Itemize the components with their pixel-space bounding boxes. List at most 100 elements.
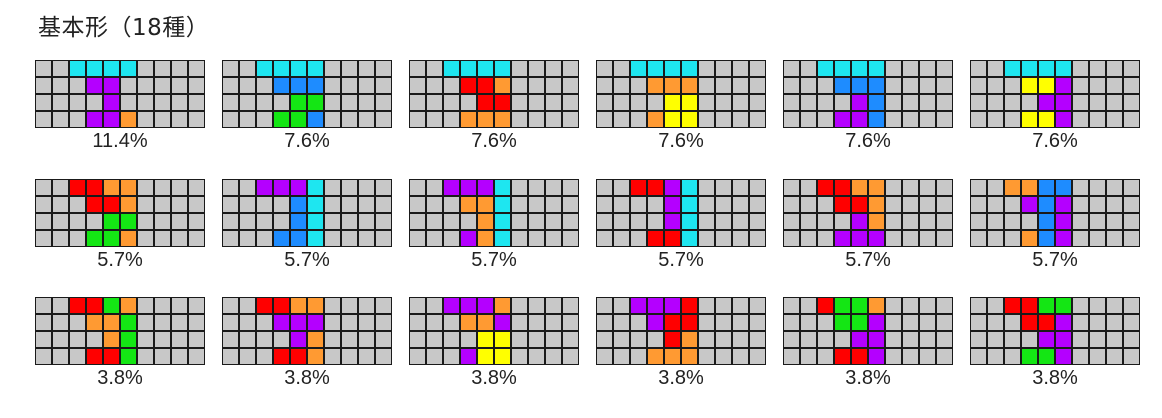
empty-cell [154,213,171,230]
empty-cell [426,179,443,196]
empty-cell [222,297,239,314]
empty-cell [239,213,256,230]
filled-cell [307,60,324,77]
percentage-label: 5.7% [845,249,891,271]
empty-cell [987,230,1004,247]
empty-cell [528,297,545,314]
filled-cell [290,348,307,365]
empty-cell [613,348,630,365]
empty-cell [358,60,375,77]
empty-cell [783,179,800,196]
empty-cell [358,196,375,213]
filled-cell [86,297,103,314]
empty-cell [800,230,817,247]
percentage-label: 5.7% [471,249,517,271]
filled-cell [664,213,681,230]
empty-cell [596,94,613,111]
filled-cell [460,179,477,196]
empty-cell [154,331,171,348]
filled-cell [630,179,647,196]
filled-cell [460,348,477,365]
filled-cell [1004,179,1021,196]
empty-cell [1123,348,1140,365]
empty-cell [715,196,732,213]
empty-cell [239,331,256,348]
filled-cell [851,196,868,213]
empty-cell [137,94,154,111]
empty-cell [545,297,562,314]
filled-cell [290,94,307,111]
empty-cell [375,314,392,331]
empty-cell [749,230,766,247]
empty-cell [783,111,800,128]
filled-cell [1055,314,1072,331]
pattern-board [222,297,392,365]
empty-cell [545,94,562,111]
filled-cell [290,111,307,128]
empty-cell [613,213,630,230]
empty-cell [698,348,715,365]
empty-cell [1072,348,1089,365]
empty-cell [222,60,239,77]
filled-cell [630,60,647,77]
empty-cell [800,60,817,77]
empty-cell [1072,94,1089,111]
empty-cell [817,331,834,348]
empty-cell [35,297,52,314]
filled-cell [647,60,664,77]
empty-cell [919,94,936,111]
filled-cell [664,77,681,94]
empty-cell [596,230,613,247]
filled-cell [307,230,324,247]
empty-cell [936,331,953,348]
empty-cell [919,314,936,331]
filled-cell [477,314,494,331]
empty-cell [426,348,443,365]
empty-cell [35,77,52,94]
filled-cell [817,179,834,196]
empty-cell [732,179,749,196]
empty-cell [188,331,205,348]
empty-cell [562,77,579,94]
filled-cell [1038,196,1055,213]
empty-cell [613,94,630,111]
empty-cell [1123,196,1140,213]
empty-cell [885,230,902,247]
empty-cell [52,213,69,230]
empty-cell [545,348,562,365]
empty-cell [885,297,902,314]
filled-cell [494,297,511,314]
filled-cell [1021,230,1038,247]
empty-cell [154,314,171,331]
filled-cell [1055,94,1072,111]
empty-cell [375,297,392,314]
empty-cell [698,314,715,331]
percentage-label: 7.6% [471,130,517,152]
filled-cell [1055,60,1072,77]
filled-cell [817,60,834,77]
empty-cell [358,314,375,331]
empty-cell [596,331,613,348]
empty-cell [120,77,137,94]
empty-cell [800,94,817,111]
empty-cell [1106,230,1123,247]
filled-cell [664,314,681,331]
filled-cell [273,297,290,314]
empty-cell [1123,111,1140,128]
filled-cell [477,196,494,213]
empty-cell [409,111,426,128]
empty-cell [256,331,273,348]
empty-cell [613,60,630,77]
filled-cell [477,179,494,196]
empty-cell [647,196,664,213]
empty-cell [545,111,562,128]
empty-cell [1123,60,1140,77]
empty-cell [902,111,919,128]
filled-cell [494,94,511,111]
empty-cell [154,77,171,94]
empty-cell [902,196,919,213]
filled-cell [103,60,120,77]
filled-cell [86,348,103,365]
empty-cell [783,331,800,348]
empty-cell [1106,60,1123,77]
